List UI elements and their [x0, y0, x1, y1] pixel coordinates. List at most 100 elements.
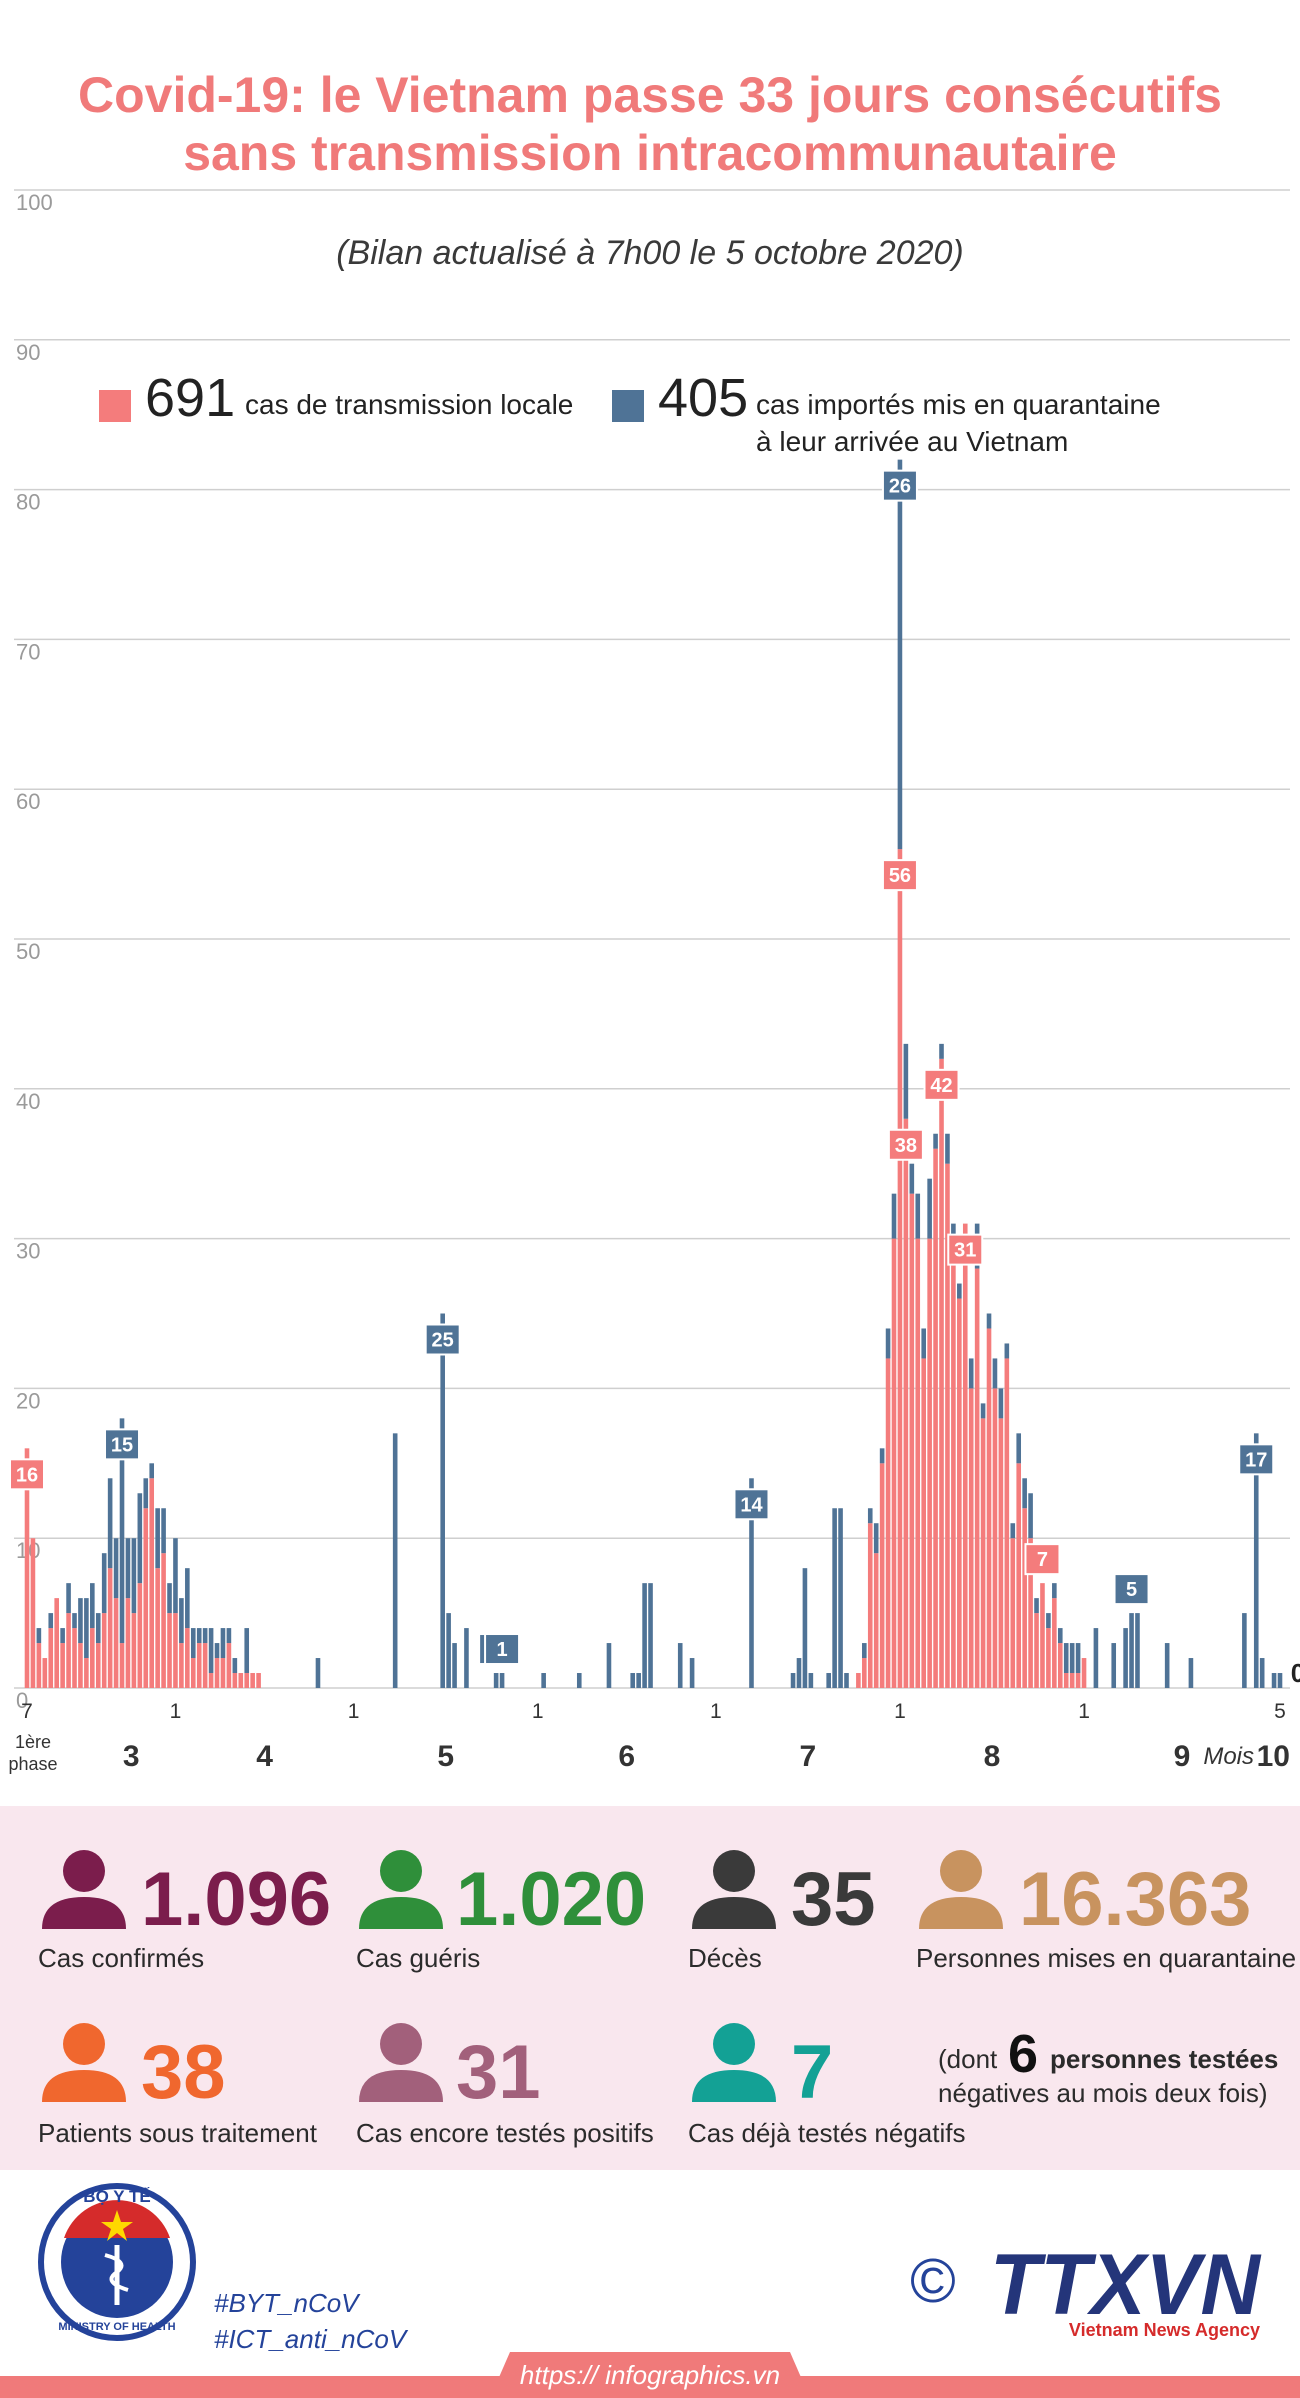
- x-tick-label: 1: [348, 1700, 360, 1723]
- bar-segment: [945, 1133, 950, 1164]
- stats-background: [0, 1806, 1300, 2170]
- bar-segment: [1277, 1673, 1283, 1688]
- bar-segment: [677, 1643, 683, 1688]
- chart-subtitle: (Bilan actualisé à 7h00 le 5 octobre 202…: [336, 234, 964, 272]
- note-number: 6: [1008, 2024, 1038, 2084]
- bar-segment: [161, 1508, 166, 1554]
- bar-segment: [60, 1628, 65, 1644]
- bar-segment: [903, 1043, 909, 1119]
- bar-segment: [125, 1538, 131, 1599]
- bar-segment: [66, 1613, 71, 1688]
- logo-star: [101, 2210, 133, 2241]
- bar-segment: [131, 1538, 137, 1614]
- bar-segment: [232, 1673, 238, 1688]
- bar-segment: [173, 1613, 178, 1688]
- bar-segment: [90, 1628, 95, 1688]
- bar-segment: [862, 1643, 867, 1659]
- bar-segment: [226, 1628, 232, 1644]
- stat-value: 1.096: [141, 1857, 331, 1942]
- bar-segment: [78, 1643, 83, 1688]
- bar-segment: [891, 1193, 897, 1239]
- bar-segment: [1242, 1613, 1247, 1688]
- month-label: 6: [618, 1740, 635, 1773]
- stat-label: Cas guéris: [356, 1943, 480, 1973]
- bar-segment: [636, 1673, 641, 1688]
- bar-segment: [244, 1673, 250, 1688]
- bar-segment: [968, 1358, 974, 1389]
- bar-segment: [1004, 1358, 1010, 1688]
- bar-segment: [196, 1643, 202, 1688]
- bar-segment: [48, 1628, 54, 1688]
- stat-label: Cas confirmés: [38, 1943, 204, 1973]
- bar-segment: [24, 1448, 30, 1688]
- stat-label: Cas encore testés positifs: [356, 2118, 654, 2148]
- bar-segment: [214, 1643, 220, 1659]
- data-label-box: [1238, 1443, 1275, 1476]
- bar-segment: [66, 1583, 71, 1614]
- y-tick-label: 80: [16, 490, 40, 515]
- month-label: 9: [1174, 1740, 1191, 1773]
- month-label: 7: [800, 1740, 817, 1773]
- bar-segment: [1069, 1643, 1075, 1674]
- bar-segment: [873, 1553, 879, 1688]
- bar-segment: [802, 1568, 808, 1688]
- data-label-box: [1024, 1543, 1061, 1576]
- bar-segment: [196, 1628, 202, 1644]
- bar-segment: [60, 1643, 65, 1688]
- bar-segment: [95, 1613, 101, 1644]
- hashtag: #BYT_nCoV: [214, 2288, 361, 2318]
- chart: 010203040506070809010071111115345678910M…: [8, 189, 1300, 1774]
- y-tick-label: 30: [16, 1239, 40, 1264]
- bar-segment: [202, 1643, 208, 1688]
- bar-segment: [1057, 1628, 1063, 1644]
- bar-segment: [1063, 1673, 1069, 1688]
- x-tick-label: 5: [1274, 1700, 1286, 1723]
- bar-segment: [54, 1598, 59, 1688]
- bar-segment: [832, 1508, 837, 1688]
- note-text: personnes testées: [1050, 2044, 1278, 2074]
- stat-label: Décès: [688, 1943, 762, 1973]
- bar-segment: [72, 1628, 77, 1688]
- data-label-box: [881, 859, 918, 892]
- bar-segment: [862, 1658, 867, 1688]
- legend-label: cas importés mis en quarantaine à leur ar…: [756, 389, 1161, 457]
- stat-value: 16.363: [1019, 1857, 1251, 1942]
- bar-segment: [873, 1523, 879, 1554]
- bar-segment: [992, 1358, 998, 1389]
- bar-segment: [1040, 1583, 1045, 1688]
- person-icon-head: [63, 2023, 105, 2065]
- data-label-box: [733, 1488, 770, 1521]
- bar-segment: [957, 1283, 962, 1299]
- data-label: 7: [1037, 1549, 1048, 1571]
- bar-segment: [119, 1643, 125, 1688]
- y-tick-label: 70: [16, 639, 40, 664]
- data-label: 15: [111, 1434, 133, 1456]
- bar-segment: [202, 1628, 208, 1644]
- bar-segment: [499, 1673, 505, 1688]
- bar-segment: [885, 1328, 891, 1359]
- stat-value: 38: [141, 2030, 226, 2115]
- person-icon-body: [359, 1897, 443, 1929]
- bar-segment: [1010, 1538, 1016, 1688]
- bar-segment: [125, 1598, 131, 1688]
- y-tick-label: 20: [16, 1388, 40, 1413]
- bar-segment: [1004, 1343, 1010, 1359]
- bar-segment: [1253, 1433, 1259, 1688]
- bar-segment: [968, 1388, 974, 1688]
- month-label: 4: [256, 1740, 273, 1773]
- bar-segment: [915, 1193, 921, 1239]
- bar-segment: [220, 1658, 226, 1688]
- stat-value: 1.020: [456, 1857, 646, 1942]
- copyright: ©: [910, 2247, 956, 2316]
- bar-segment: [915, 1238, 921, 1688]
- data-label: 38: [895, 1135, 917, 1157]
- bar-segment: [167, 1613, 172, 1688]
- bar-segment: [879, 1448, 885, 1464]
- bar-segment: [208, 1673, 214, 1688]
- month-label: 3: [123, 1740, 140, 1773]
- data-label-box: [881, 469, 918, 502]
- data-label: 0: [1291, 1658, 1300, 1688]
- bar-segment: [939, 1043, 944, 1059]
- bar-segment: [945, 1163, 950, 1688]
- url[interactable]: https:// infographics.vn: [520, 2360, 780, 2390]
